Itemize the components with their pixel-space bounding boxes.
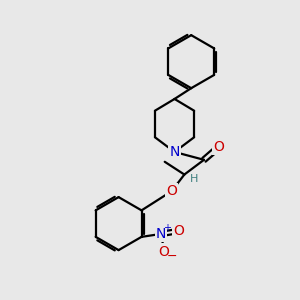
Text: O: O	[173, 224, 184, 238]
Text: N: N	[169, 145, 180, 159]
Text: O: O	[213, 140, 224, 154]
Text: O: O	[159, 244, 170, 259]
Text: H: H	[190, 174, 198, 184]
Text: O: O	[166, 184, 177, 198]
Text: +: +	[163, 223, 171, 233]
Text: −: −	[167, 250, 177, 263]
Text: N: N	[156, 227, 166, 241]
